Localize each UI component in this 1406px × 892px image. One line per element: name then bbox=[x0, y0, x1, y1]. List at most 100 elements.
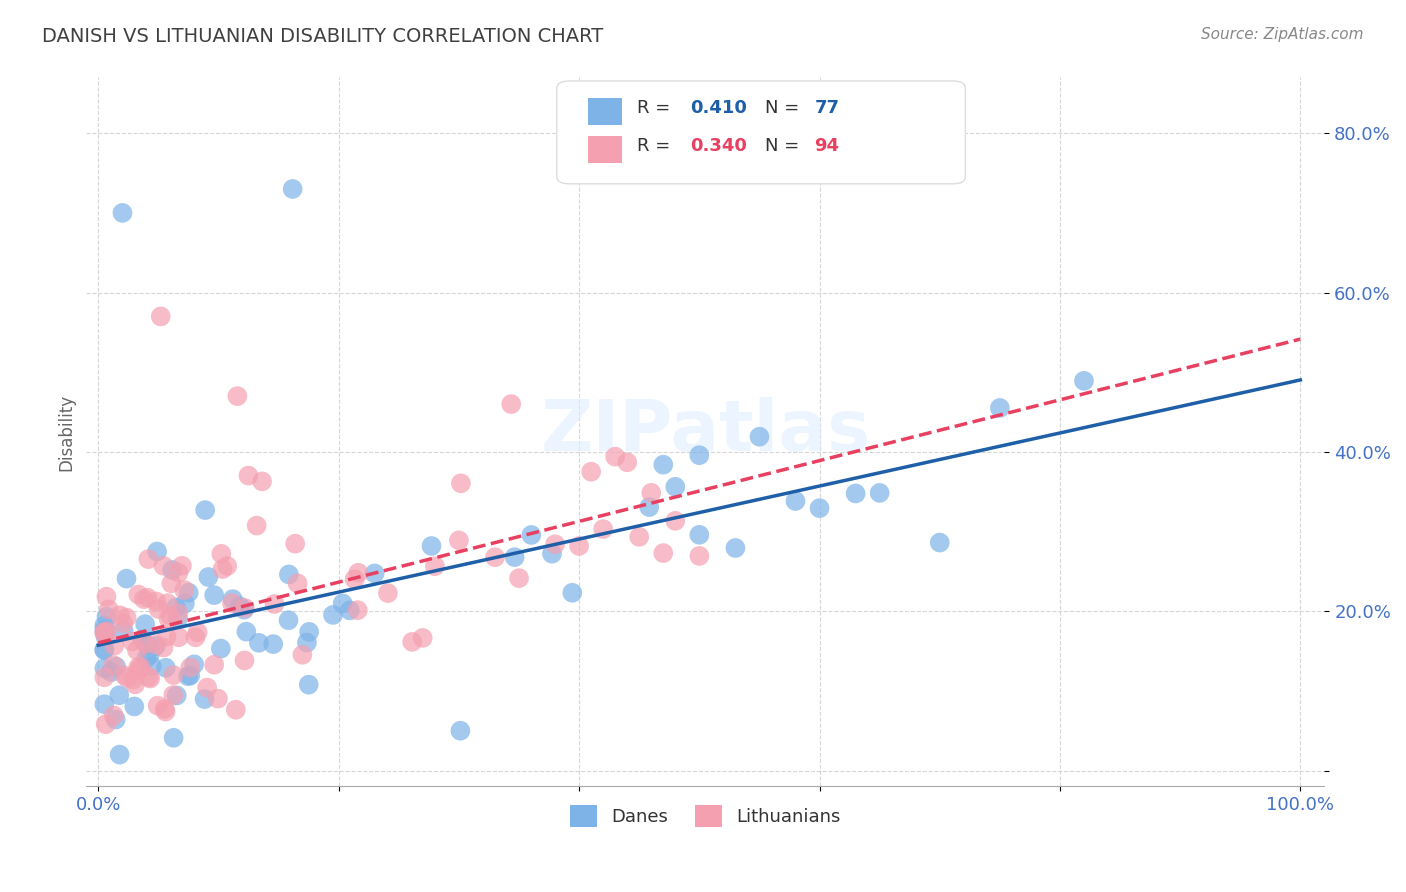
Point bbox=[688, 549, 710, 563]
Point bbox=[156, 596, 179, 610]
Point bbox=[167, 630, 190, 644]
Point bbox=[277, 567, 299, 582]
Point bbox=[287, 576, 309, 591]
Point bbox=[233, 653, 256, 667]
Text: R =: R = bbox=[637, 137, 676, 155]
Point bbox=[207, 691, 229, 706]
Point bbox=[541, 547, 564, 561]
Point bbox=[146, 698, 169, 713]
Point bbox=[139, 648, 162, 662]
Point bbox=[153, 702, 176, 716]
FancyBboxPatch shape bbox=[588, 136, 623, 162]
Point bbox=[221, 596, 243, 610]
Point bbox=[131, 632, 153, 647]
Legend: Danes, Lithuanians: Danes, Lithuanians bbox=[562, 797, 848, 834]
Point bbox=[449, 723, 471, 738]
Point bbox=[134, 637, 156, 651]
Point bbox=[503, 550, 526, 565]
Point bbox=[103, 639, 125, 653]
Point bbox=[197, 570, 219, 584]
Point bbox=[561, 586, 583, 600]
Text: 94: 94 bbox=[814, 137, 839, 155]
Point bbox=[124, 699, 146, 714]
Point bbox=[127, 588, 149, 602]
Point bbox=[447, 533, 470, 548]
Point bbox=[183, 657, 205, 672]
Text: Source: ZipAtlas.com: Source: ZipAtlas.com bbox=[1201, 27, 1364, 42]
Point bbox=[347, 566, 370, 580]
Point bbox=[652, 458, 675, 472]
Point bbox=[97, 602, 120, 616]
Point bbox=[363, 566, 385, 581]
Y-axis label: Disability: Disability bbox=[58, 393, 75, 470]
Point bbox=[115, 572, 138, 586]
Point bbox=[262, 637, 284, 651]
Point bbox=[508, 571, 530, 585]
Point bbox=[233, 602, 256, 616]
Point bbox=[129, 660, 152, 674]
Point bbox=[412, 631, 434, 645]
Point bbox=[233, 601, 256, 615]
Point bbox=[928, 535, 950, 549]
Point bbox=[228, 599, 250, 614]
Point bbox=[194, 503, 217, 517]
Point bbox=[103, 658, 125, 673]
Point bbox=[174, 597, 197, 611]
Point bbox=[160, 576, 183, 591]
Point bbox=[145, 638, 167, 652]
Point bbox=[155, 630, 177, 644]
Point bbox=[664, 480, 686, 494]
Point bbox=[291, 648, 314, 662]
Text: N =: N = bbox=[765, 99, 804, 117]
Point bbox=[93, 661, 115, 675]
Point bbox=[247, 636, 270, 650]
Point bbox=[202, 588, 225, 602]
Point bbox=[145, 594, 167, 608]
Point bbox=[134, 617, 156, 632]
Point bbox=[322, 607, 344, 622]
Point bbox=[235, 624, 257, 639]
Point bbox=[96, 609, 118, 624]
Point bbox=[108, 747, 131, 762]
Point bbox=[146, 544, 169, 558]
Point bbox=[845, 486, 868, 500]
Point bbox=[616, 455, 638, 469]
Point bbox=[167, 606, 190, 620]
Point bbox=[501, 397, 523, 411]
Point bbox=[117, 671, 139, 685]
Point bbox=[93, 642, 115, 657]
Point bbox=[423, 559, 446, 574]
Point bbox=[209, 547, 232, 561]
Point bbox=[145, 640, 167, 654]
Text: 0.340: 0.340 bbox=[690, 137, 748, 155]
Point bbox=[450, 476, 472, 491]
Point bbox=[202, 657, 225, 672]
Point bbox=[988, 401, 1011, 415]
Point bbox=[217, 559, 239, 574]
Point bbox=[108, 608, 131, 623]
Point bbox=[420, 539, 443, 553]
Text: 77: 77 bbox=[814, 99, 839, 117]
Point bbox=[166, 689, 188, 703]
Point bbox=[605, 450, 627, 464]
Point bbox=[124, 677, 146, 691]
Point bbox=[170, 558, 193, 573]
Point bbox=[211, 562, 233, 576]
Point bbox=[177, 585, 200, 599]
Point bbox=[225, 703, 247, 717]
Point bbox=[93, 643, 115, 657]
Point bbox=[343, 572, 366, 586]
Point bbox=[281, 182, 304, 196]
Point bbox=[157, 611, 180, 625]
Point bbox=[138, 552, 160, 566]
Point bbox=[121, 634, 143, 648]
Point bbox=[785, 494, 807, 508]
Point bbox=[122, 673, 145, 687]
Text: DANISH VS LITHUANIAN DISABILITY CORRELATION CHART: DANISH VS LITHUANIAN DISABILITY CORRELAT… bbox=[42, 27, 603, 45]
Point bbox=[592, 522, 614, 536]
Point bbox=[149, 310, 172, 324]
Point bbox=[165, 600, 187, 615]
Point bbox=[103, 708, 125, 723]
Point bbox=[108, 688, 131, 702]
Point bbox=[808, 501, 831, 516]
